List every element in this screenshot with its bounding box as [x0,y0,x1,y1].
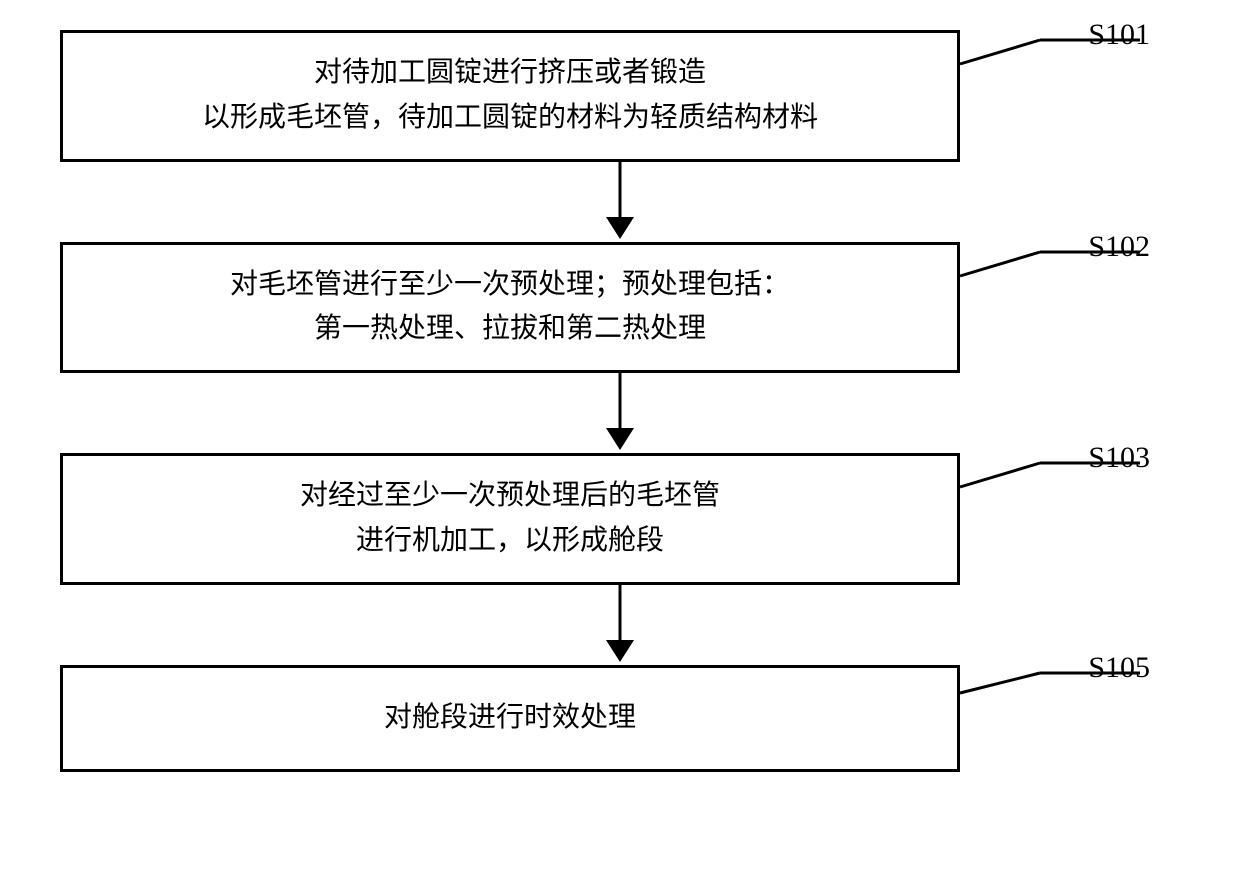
step-label-s105: S105 [1088,651,1150,685]
arrow-line-3 [619,585,622,645]
arrow-1 [170,162,1070,242]
step-container-2: 对毛坯管进行至少一次预处理；预处理包括： 第一热处理、拉拔和第二热处理 S102 [60,242,1180,374]
step-text-s102-line1: 对毛坯管进行至少一次预处理；预处理包括： [230,263,790,308]
step-box-s103: 对经过至少一次预处理后的毛坯管 进行机加工，以形成舱段 [60,453,960,585]
step-text-s101-line2: 以形成毛坯管，待加工圆锭的材料为轻质结构材料 [202,96,818,141]
step-text-s105-line1: 对舱段进行时效处理 [384,696,636,741]
step-box-s105: 对舱段进行时效处理 [60,665,960,772]
step-text-s102-line2: 第一热处理、拉拔和第二热处理 [314,307,706,352]
arrow-2 [170,373,1070,453]
arrow-head-3 [606,640,634,662]
arrow-head-1 [606,217,634,239]
arrow-line-1 [619,162,622,222]
arrow-head-2 [606,428,634,450]
step-container-1: 对待加工圆锭进行挤压或者锻造 以形成毛坯管，待加工圆锭的材料为轻质结构材料 S1… [60,30,1180,162]
step-label-s103: S103 [1088,441,1150,475]
step-box-s102: 对毛坯管进行至少一次预处理；预处理包括： 第一热处理、拉拔和第二热处理 [60,242,960,374]
step-text-s103-line2: 进行机加工，以形成舱段 [356,519,664,564]
arrow-3 [170,585,1070,665]
step-label-s102: S102 [1088,230,1150,264]
step-text-s103-line1: 对经过至少一次预处理后的毛坯管 [300,474,720,519]
arrow-line-2 [619,373,622,433]
step-box-s101: 对待加工圆锭进行挤压或者锻造 以形成毛坯管，待加工圆锭的材料为轻质结构材料 [60,30,960,162]
step-text-s101-line1: 对待加工圆锭进行挤压或者锻造 [314,51,706,96]
flowchart-container: 对待加工圆锭进行挤压或者锻造 以形成毛坯管，待加工圆锭的材料为轻质结构材料 S1… [60,30,1180,772]
step-container-4: 对舱段进行时效处理 S105 [60,665,1180,772]
step-container-3: 对经过至少一次预处理后的毛坯管 进行机加工，以形成舱段 S103 [60,453,1180,585]
step-label-s101: S101 [1088,18,1150,52]
